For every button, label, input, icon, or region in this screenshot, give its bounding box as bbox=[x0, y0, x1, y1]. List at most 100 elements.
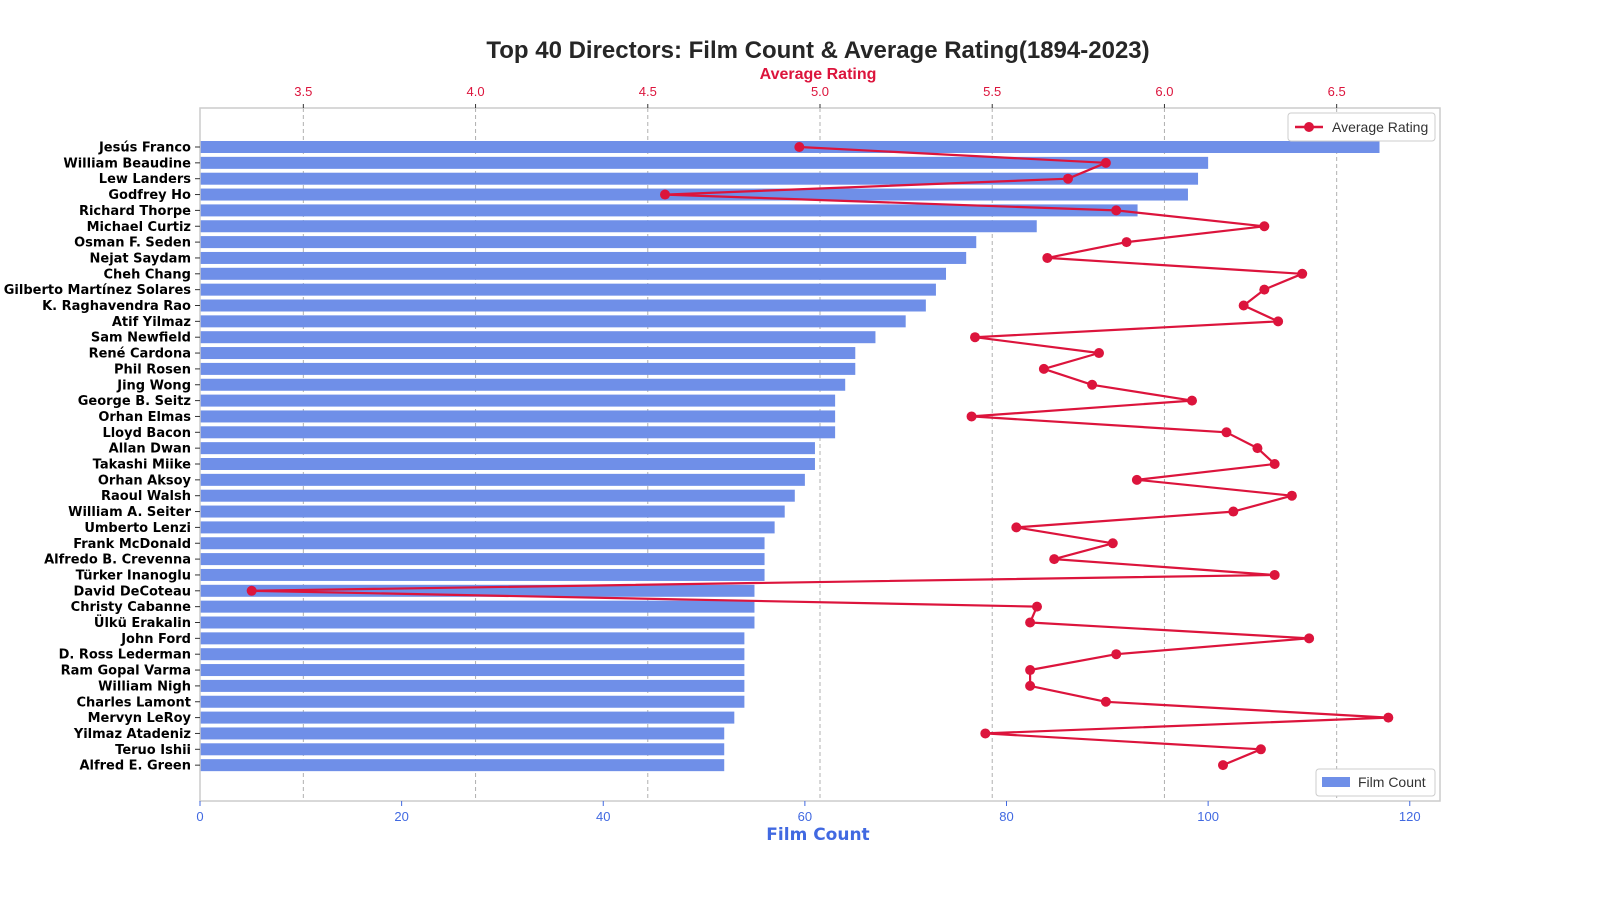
film-count-bar bbox=[200, 711, 735, 724]
rating-point bbox=[1131, 474, 1142, 485]
film-count-bar bbox=[200, 362, 856, 375]
rating-point bbox=[1025, 665, 1036, 676]
director-label: William Nigh bbox=[98, 679, 191, 694]
film-count-bar bbox=[200, 378, 846, 391]
legend-average-rating: Average Rating bbox=[1287, 112, 1436, 142]
rating-point bbox=[1011, 522, 1022, 533]
rating-point bbox=[1304, 633, 1315, 644]
film-count-bar bbox=[200, 220, 1037, 233]
legend-marker-swatch bbox=[1304, 122, 1314, 132]
director-label: Orhan Elmas bbox=[98, 410, 191, 425]
rating-point bbox=[660, 189, 670, 200]
legend-bar-swatch bbox=[1322, 777, 1350, 787]
rating-point bbox=[1038, 363, 1049, 374]
director-label: Orhan Aksoy bbox=[98, 473, 192, 488]
legend-film-count: Film Count bbox=[1315, 768, 1436, 797]
director-label: Osman F. Seden bbox=[74, 236, 191, 251]
director-label: Lloyd Bacon bbox=[102, 426, 191, 441]
film-count-bar bbox=[200, 299, 926, 312]
rating-point bbox=[1252, 443, 1263, 454]
rating-point bbox=[1259, 221, 1270, 232]
director-label: Alfred E. Green bbox=[79, 759, 191, 774]
rating-point bbox=[1100, 157, 1111, 168]
bottom-tick-label: 80 bbox=[999, 809, 1013, 824]
rating-point bbox=[1269, 569, 1280, 580]
director-label: Allan Dwan bbox=[109, 442, 191, 457]
rating-point bbox=[794, 142, 805, 152]
rating-point bbox=[1025, 680, 1036, 691]
rating-point bbox=[966, 411, 977, 422]
film-count-bar bbox=[200, 727, 725, 740]
rating-point bbox=[1273, 316, 1284, 327]
director-label: Phil Rosen bbox=[114, 362, 191, 377]
director-label: Charles Lamont bbox=[76, 695, 191, 710]
director-label: Atif Yilmaz bbox=[112, 315, 191, 330]
film-count-bar bbox=[200, 584, 755, 597]
director-label: Jing Wong bbox=[116, 378, 191, 393]
director-label: John Ford bbox=[120, 632, 191, 647]
film-count-bar bbox=[200, 537, 765, 550]
bottom-tick-label: 100 bbox=[1197, 809, 1219, 824]
film-count-bar bbox=[200, 679, 745, 692]
film-count-bar bbox=[200, 568, 765, 581]
rating-point bbox=[970, 332, 980, 343]
film-count-bar bbox=[200, 172, 1199, 185]
director-label: Ülkü Erakalin bbox=[94, 615, 191, 631]
director-label: Lew Landers bbox=[99, 172, 191, 187]
rating-point bbox=[1087, 379, 1098, 390]
top-tick-label: 6.5 bbox=[1328, 84, 1346, 99]
film-count-bar bbox=[200, 442, 815, 455]
rating-point bbox=[1100, 696, 1111, 707]
rating-point bbox=[246, 585, 257, 596]
film-count-bar bbox=[200, 394, 836, 407]
film-count-bar bbox=[200, 315, 906, 328]
rating-point bbox=[1228, 506, 1239, 517]
film-count-bar bbox=[200, 283, 936, 296]
film-count-bar bbox=[200, 331, 876, 344]
film-count-bar bbox=[200, 156, 1209, 169]
director-label: Christy Cabanne bbox=[71, 600, 192, 615]
average-rating-line bbox=[246, 142, 1394, 771]
film-count-bar bbox=[200, 600, 755, 613]
film-count-bar bbox=[200, 347, 856, 360]
film-count-bar bbox=[200, 458, 815, 470]
rating-point bbox=[1255, 744, 1266, 755]
top-axis: 3.5 4.0 4.5 5.0 5.5 6.0 6.5 bbox=[294, 84, 1346, 108]
director-label: Takashi Miike bbox=[93, 458, 192, 473]
top-tick-label: 5.0 bbox=[811, 84, 829, 99]
director-label: Raoul Walsh bbox=[101, 489, 191, 504]
rating-point bbox=[1032, 601, 1042, 612]
bottom-tick-label: 120 bbox=[1399, 809, 1421, 824]
director-label: René Cardona bbox=[89, 347, 191, 362]
rating-point bbox=[1238, 300, 1249, 311]
rating-point bbox=[1025, 617, 1036, 628]
chart-title: Top 40 Directors: Film Count & Average R… bbox=[486, 37, 1149, 64]
top-tick-label: 6.0 bbox=[1155, 84, 1173, 99]
director-label: Richard Thorpe bbox=[79, 204, 191, 219]
film-count-bar bbox=[200, 648, 745, 661]
rating-point bbox=[1286, 490, 1297, 501]
film-count-bar bbox=[200, 204, 1138, 217]
director-label: Frank McDonald bbox=[73, 537, 191, 552]
film-count-bar bbox=[200, 426, 836, 439]
director-label: David DeCoteau bbox=[74, 584, 191, 599]
rating-point bbox=[1221, 427, 1232, 438]
film-count-bar bbox=[200, 267, 947, 280]
top-tick-label: 5.5 bbox=[983, 84, 1001, 99]
rating-point bbox=[1111, 205, 1122, 216]
film-count-bar bbox=[200, 521, 775, 534]
director-label: William A. Seiter bbox=[68, 505, 191, 520]
director-label: Godfrey Ho bbox=[108, 188, 191, 203]
director-label: Jesús Franco bbox=[98, 141, 191, 156]
director-label: George B. Seitz bbox=[78, 394, 191, 409]
bottom-axis-title: Film Count bbox=[766, 825, 869, 845]
legend-average-rating-label: Average Rating bbox=[1332, 119, 1428, 135]
bottom-axis: 0 20 40 60 80 100 120 bbox=[196, 801, 1421, 824]
director-label: Mervyn LeRoy bbox=[88, 711, 192, 726]
rating-point bbox=[1049, 554, 1060, 565]
film-count-bar bbox=[200, 251, 967, 264]
bottom-tick-label: 20 bbox=[394, 809, 408, 824]
rating-point bbox=[1063, 173, 1073, 184]
top-tick-label: 4.5 bbox=[639, 84, 657, 99]
director-label: Michael Curtiz bbox=[87, 220, 191, 235]
